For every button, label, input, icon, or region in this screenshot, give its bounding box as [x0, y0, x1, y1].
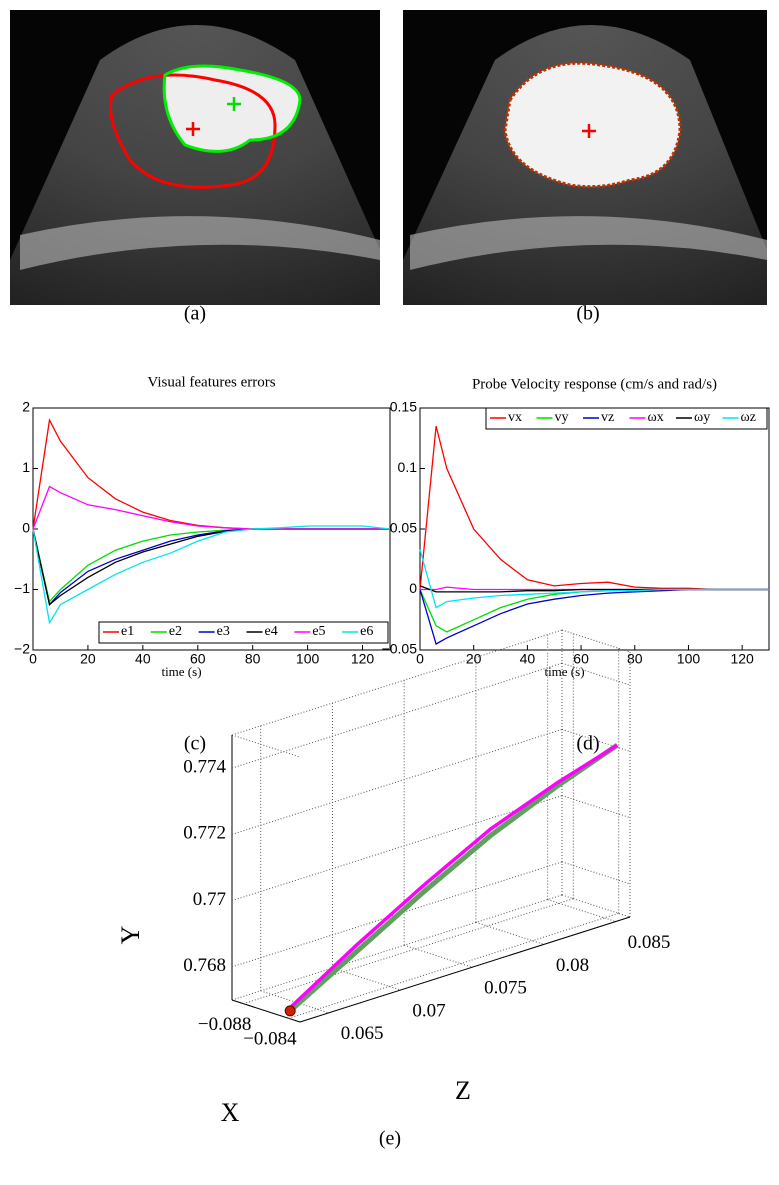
chart-title: Probe Velocity response (cm/s and rad/s) — [472, 376, 717, 392]
grid-line — [288, 912, 619, 1019]
x-tick-label: 40 — [520, 651, 536, 667]
ultrasound-a — [10, 10, 380, 305]
y-axis-label: Y — [116, 925, 145, 944]
grid-line — [231, 861, 563, 968]
data-line — [32, 525, 391, 625]
legend-label: ωx — [648, 410, 664, 425]
legend-label: e3 — [217, 624, 230, 639]
legend-label: vz — [601, 410, 614, 425]
legend-box — [98, 621, 389, 644]
legend-box — [485, 407, 768, 430]
x-tick-label: −0.084 — [243, 1029, 297, 1050]
grid-line — [231, 728, 563, 835]
y-tick-label: 0.774 — [183, 756, 226, 777]
y-tick-label: −2 — [14, 641, 30, 657]
x-tick-label: 80 — [245, 651, 261, 667]
box-edge — [231, 894, 563, 1001]
caption: (a) — [184, 303, 206, 325]
y-tick-label: 0.1 — [398, 459, 418, 475]
y-tick-label: 0 — [22, 520, 30, 536]
y-tick-label: 0.768 — [183, 955, 226, 976]
z-tick-label: 0.065 — [341, 1023, 384, 1044]
x-axis-label: time (s) — [161, 664, 201, 679]
z-tick-label: 0.085 — [628, 932, 671, 953]
x-tick-label: 120 — [351, 651, 375, 667]
caption: (d) — [576, 733, 599, 755]
z-axis-label: Z — [455, 1076, 471, 1105]
grid-line — [231, 662, 563, 769]
x-tick-label: 0 — [29, 651, 37, 667]
box-edge — [231, 734, 301, 758]
z-tick-label: 0.07 — [412, 1000, 445, 1021]
grid-line — [475, 921, 545, 945]
x-tick-label: 0 — [416, 651, 424, 667]
box-edge — [561, 894, 631, 918]
start-point — [284, 1005, 296, 1017]
y-tick-label: 1 — [22, 459, 30, 475]
caption: (c) — [184, 733, 206, 755]
ultrasound-b — [403, 10, 767, 305]
x-tick-label: 80 — [627, 651, 643, 667]
legend-label: ωz — [741, 410, 756, 425]
y-tick-label: 0.15 — [390, 399, 417, 415]
x-tick-label: 100 — [677, 651, 701, 667]
caption: (b) — [576, 303, 599, 325]
x-axis-label: time (s) — [544, 664, 584, 679]
legend-label: e6 — [360, 624, 373, 639]
data-line — [419, 425, 769, 591]
legend-label: e4 — [265, 624, 278, 639]
grid-line — [561, 861, 631, 885]
x-tick-label: 40 — [135, 651, 151, 667]
y-tick-label: 0 — [409, 580, 417, 596]
y-tick-label: −0.05 — [382, 641, 418, 657]
y-tick-label: −1 — [14, 580, 30, 596]
grid-line — [231, 795, 563, 902]
z-tick-label: 0.08 — [556, 955, 589, 976]
y-tick-label: 0.772 — [183, 823, 226, 844]
plot-frame — [419, 407, 770, 651]
grid-line — [332, 967, 401, 991]
data-line — [419, 588, 769, 633]
grid-line — [547, 899, 616, 923]
grid-line — [243, 898, 574, 1005]
x-tick-label: −0.088 — [198, 1014, 251, 1035]
y-tick-label: 2 — [22, 399, 30, 415]
trajectory — [289, 743, 619, 1009]
grid-line — [561, 795, 631, 819]
data-line — [32, 418, 390, 530]
legend-label: ωy — [694, 410, 710, 425]
chart-title: Visual features errors — [147, 374, 275, 390]
y-tick-label: 0.77 — [193, 889, 226, 910]
legend-label: e2 — [169, 624, 182, 639]
z-axis-line — [299, 916, 631, 1023]
box-edge — [561, 629, 631, 653]
legend-label: vy — [555, 410, 569, 425]
x-axis-label: X — [221, 1098, 240, 1127]
legend-label: e5 — [312, 624, 325, 639]
legend-label: e1 — [121, 624, 134, 639]
x-tick-label: 120 — [730, 651, 754, 667]
data-line — [419, 549, 769, 609]
x-tick-label: 20 — [80, 651, 96, 667]
caption: (e) — [379, 1128, 401, 1150]
x-tick-label: 100 — [296, 651, 320, 667]
legend-label: vx — [508, 410, 522, 425]
grid-line — [404, 944, 473, 968]
z-tick-label: 0.075 — [484, 978, 527, 999]
x-tick-label: 20 — [466, 651, 482, 667]
trajectory — [288, 743, 619, 1013]
y-tick-label: 0.05 — [390, 520, 417, 536]
x-tick-label: 60 — [190, 651, 206, 667]
box-edge — [231, 629, 563, 736]
data-line — [32, 485, 390, 530]
x-tick-label: 60 — [573, 651, 589, 667]
